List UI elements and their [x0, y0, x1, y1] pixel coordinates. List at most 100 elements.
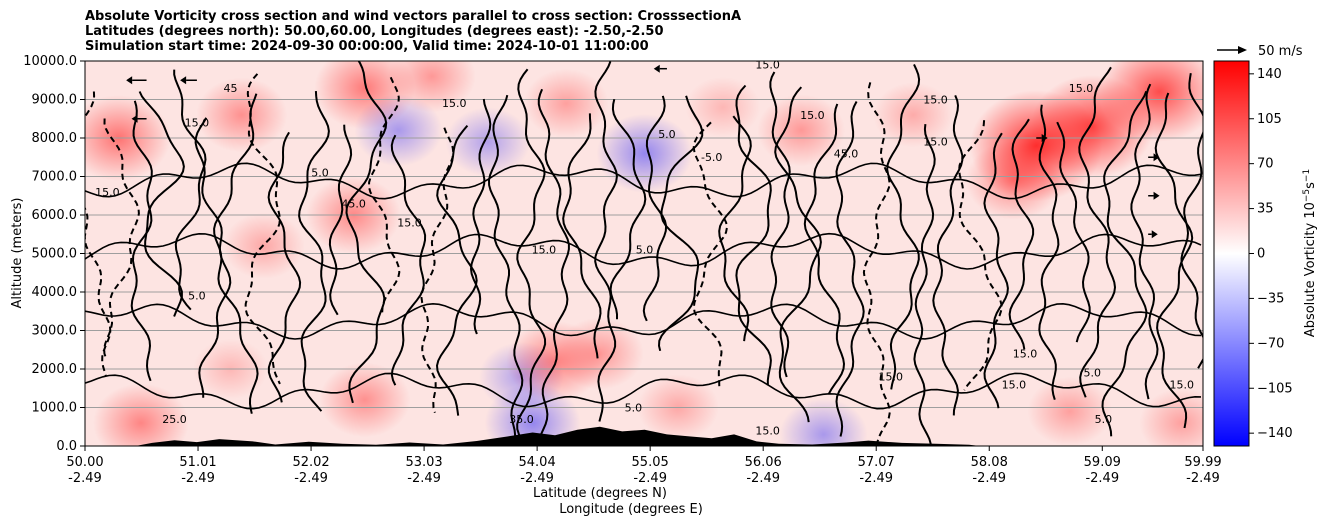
contour-line [1056, 121, 1091, 343]
wind-vector-head [1041, 134, 1048, 142]
wind-vector-head [126, 76, 133, 85]
y-tick-label: 5000.0 [32, 247, 78, 262]
wind-vector-head [131, 114, 138, 123]
vorticity-blob [445, 107, 531, 177]
vorticity-blob [1139, 388, 1203, 446]
wind-legend: 50 m/s [1217, 44, 1303, 59]
contour-line [103, 118, 140, 359]
contour-line [983, 132, 1009, 409]
wind-vector [131, 114, 147, 123]
y-tick-label: 4000.0 [32, 285, 78, 300]
wind-vector-head [653, 64, 660, 73]
contour-line [328, 124, 353, 316]
contour-label: 45.0 [834, 147, 859, 160]
contour-line [267, 131, 302, 403]
contour-label: 15.0 [442, 97, 467, 110]
y-tick-label: 2000.0 [32, 362, 78, 377]
contour-line [735, 84, 772, 386]
colorbar-label-unit: s [1303, 182, 1318, 189]
contour-line [85, 302, 1202, 340]
x-tick-label-latitude: 54.04 [519, 455, 556, 470]
x-axis-label-latitude: Latitude (degrees N) [533, 486, 667, 501]
contour-line [244, 73, 281, 385]
contour-label: 5.0 [1083, 367, 1101, 380]
y-tick-label: 6000.0 [32, 208, 78, 223]
contour-line [562, 113, 602, 359]
contour-line [803, 103, 846, 395]
contour-line [594, 61, 618, 422]
wind-vector-head [1153, 191, 1160, 200]
contour-label: 5.0 [625, 401, 643, 414]
y-axis: 0.0 1000.0 2000.0 3000.0 4000.0 5000.0 6000.0 7… [23, 54, 85, 454]
contour-line [1038, 104, 1060, 400]
x-tick-label-longitude: -2.49 [68, 471, 102, 486]
contour-line [213, 93, 259, 414]
contour-label: 15.0 [532, 244, 557, 257]
contour-line [718, 115, 752, 342]
contour-line [862, 82, 891, 443]
wind-vector [1148, 191, 1160, 200]
x-tick-label-longitude: -2.49 [746, 471, 780, 486]
vorticity-blob [523, 68, 609, 138]
contour-label: 15.0 [1069, 82, 1094, 95]
x-tick-label-latitude: 52.02 [292, 455, 329, 470]
contour-label: 15.0 [95, 186, 120, 199]
x-tick-label-latitude: 57.07 [858, 455, 895, 470]
contour-lines [85, 61, 1203, 446]
contour-label: 5.0 [1095, 413, 1113, 426]
wind-vector-head [1153, 153, 1160, 162]
contour-label: 45.0 [341, 197, 366, 210]
x-tick-label-latitude: 53.03 [405, 455, 442, 470]
x-tick-label-longitude: -2.49 [972, 471, 1006, 486]
contour-label: 5.0 [636, 244, 654, 257]
contour-line [138, 91, 185, 317]
contour-line [537, 88, 570, 446]
contour-line [932, 95, 964, 416]
colorbar-tick-label: 70 [1257, 157, 1274, 172]
wind-legend-label: 50 m/s [1258, 44, 1303, 59]
colorbar-ticks: 140 105 70 35 0 −35 −70 −105 −140 [1249, 67, 1293, 441]
y-tick-label: 0.0 [56, 439, 77, 454]
vorticity-blob [92, 383, 189, 446]
x-tick-label-latitude: 58.08 [971, 455, 1008, 470]
colorbar: 140 105 70 35 0 −35 −70 −105 −140 Absolute Vorti… [1213, 60, 1318, 447]
contour-label: 35.0 [509, 413, 534, 426]
wind-vector [126, 76, 147, 85]
contour-line [835, 101, 865, 437]
contour-label: 15.0 [755, 424, 780, 437]
contour-label: 15.0 [185, 116, 210, 129]
y-tick-label: 10000.0 [23, 54, 77, 69]
contour-label: 15.0 [923, 136, 948, 149]
contour-label: 45 [223, 82, 237, 95]
chart-title: Absolute Vorticity cross section and win… [85, 9, 741, 54]
colorbar-tick-label: 35 [1257, 202, 1274, 217]
vorticity-blob [757, 94, 846, 167]
title-line-2: Latitudes (degrees north): 50.00,60.00, … [85, 24, 664, 39]
contour-label: 15.0 [800, 109, 825, 122]
wind-vectors [126, 64, 1160, 239]
x-tick-label-longitude: -2.49 [1085, 471, 1119, 486]
vorticity-blob [319, 362, 411, 438]
contour-line [1008, 118, 1035, 350]
contour-label: 5.0 [658, 128, 676, 141]
contour-line [1078, 66, 1117, 398]
colorbar-label-exp2: −1 [1302, 169, 1312, 182]
contour-line [1130, 83, 1159, 400]
contour-line [173, 69, 207, 311]
colorbar-scale [1214, 61, 1249, 446]
colorbar-label-exp1: −5 [1302, 189, 1312, 202]
x-tick-label-latitude: 56.06 [745, 455, 782, 470]
contour-line [958, 120, 1003, 391]
contour-line [130, 100, 153, 382]
contour-line [435, 124, 478, 416]
contour-label: 5.0 [188, 290, 206, 303]
wind-legend-arrowhead [1238, 46, 1247, 54]
x-tick-label-longitude: -2.49 [407, 471, 441, 486]
vorticity-blob [596, 113, 693, 193]
colorbar-tick-label: 0 [1257, 247, 1265, 262]
contour-line [367, 76, 401, 313]
plot-area: 5.0 15.0 15.0 5.0 15.0 15.0 15.0 15.0 15.0 15.0 -5… [84, 60, 1204, 447]
x-tick-label-latitude: 59.09 [1084, 455, 1121, 470]
vorticity-blob [354, 94, 443, 167]
contour-line [642, 95, 668, 322]
